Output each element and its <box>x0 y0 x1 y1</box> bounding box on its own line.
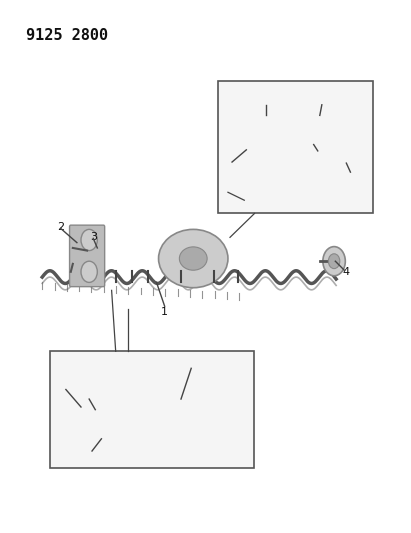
Text: 4: 4 <box>343 267 350 277</box>
Ellipse shape <box>159 229 228 288</box>
FancyBboxPatch shape <box>69 225 105 287</box>
Text: 9125 2800: 9125 2800 <box>26 28 108 43</box>
Ellipse shape <box>145 401 176 431</box>
Ellipse shape <box>81 229 97 251</box>
Ellipse shape <box>323 247 345 276</box>
Text: 3: 3 <box>90 232 97 243</box>
Text: 12: 12 <box>80 393 94 403</box>
FancyBboxPatch shape <box>122 434 199 463</box>
Text: 5: 5 <box>229 156 236 165</box>
Text: 10: 10 <box>184 365 198 375</box>
Text: 2: 2 <box>57 222 64 232</box>
Ellipse shape <box>281 112 310 144</box>
Text: 6: 6 <box>259 98 266 108</box>
FancyBboxPatch shape <box>218 81 373 214</box>
Text: 9: 9 <box>345 167 352 177</box>
Ellipse shape <box>133 390 188 442</box>
Text: 7: 7 <box>316 98 323 108</box>
Text: 8: 8 <box>312 145 319 155</box>
FancyBboxPatch shape <box>51 351 254 468</box>
Text: 13: 13 <box>82 448 96 458</box>
Ellipse shape <box>179 247 207 270</box>
FancyBboxPatch shape <box>269 137 321 163</box>
Ellipse shape <box>81 261 97 282</box>
Text: 11: 11 <box>58 383 72 393</box>
Text: 1: 1 <box>161 306 168 317</box>
Ellipse shape <box>328 254 340 269</box>
